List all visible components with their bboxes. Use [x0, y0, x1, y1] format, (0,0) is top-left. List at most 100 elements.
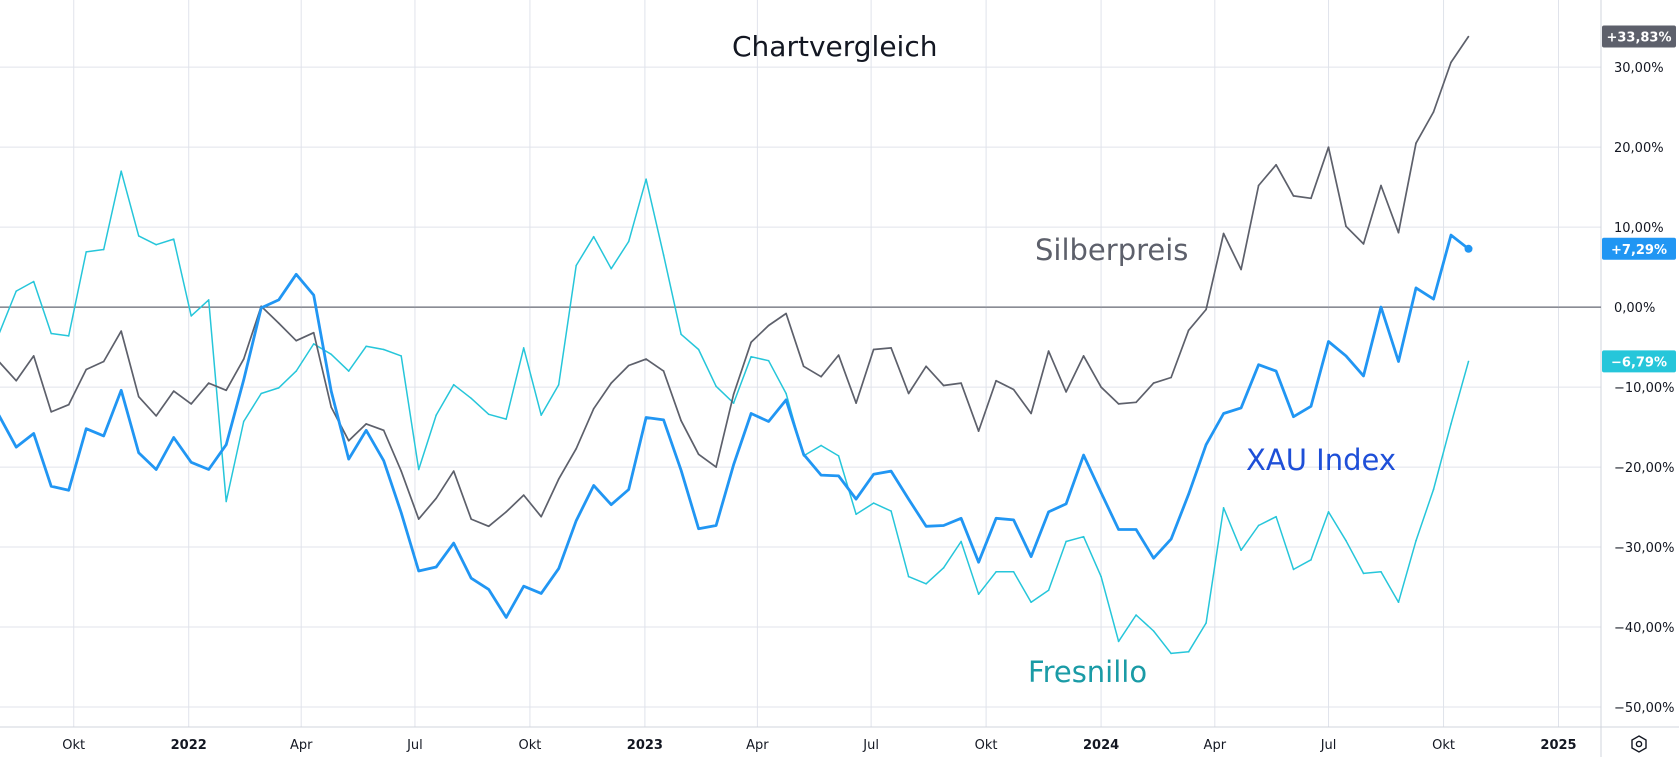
data-point-fresnillo: [120, 170, 123, 172]
data-point-xau-index: [1012, 519, 1015, 521]
data-point-silberpreis: [872, 348, 875, 351]
data-point-fresnillo: [190, 315, 193, 317]
data-point-silberpreis: [400, 470, 402, 472]
data-point-xau-index: [697, 527, 700, 530]
data-point-xau-index: [1170, 538, 1172, 540]
data-point-silberpreis: [330, 406, 332, 408]
data-point-silberpreis: [1187, 329, 1190, 332]
data-point-fresnillo: [207, 299, 210, 301]
data-point-silberpreis: [1170, 376, 1172, 379]
data-point-fresnillo: [540, 414, 542, 416]
data-point-silberpreis: [1345, 225, 1347, 228]
series-line-fresnillo: [0, 170, 1470, 655]
data-point-silberpreis: [172, 390, 175, 392]
data-point-xau-index: [1240, 407, 1242, 409]
data-point-xau-index: [487, 588, 490, 591]
data-point-silberpreis: [575, 447, 577, 450]
data-point-xau-index: [137, 451, 140, 454]
settings-icon[interactable]: [1628, 733, 1650, 755]
data-point-fresnillo: [505, 418, 507, 420]
data-point-xau-index: [120, 389, 123, 392]
data-point-fresnillo: [330, 353, 332, 356]
data-point-fresnillo: [417, 468, 420, 471]
data-point-silberpreis: [750, 341, 752, 344]
data-point-silberpreis: [907, 392, 910, 395]
data-point-fresnillo: [1187, 651, 1190, 653]
data-point-xau-index: [1047, 511, 1050, 513]
data-point-xau-index: [470, 577, 472, 580]
data-point-fresnillo: [872, 502, 875, 504]
series-label-silberpreis: Silberpreis: [1035, 233, 1189, 267]
data-point-xau-index: [1082, 454, 1085, 456]
data-point-xau-index: [960, 517, 962, 520]
data-point-silberpreis: [1380, 184, 1382, 187]
y-tick-label: −10,00%: [1614, 381, 1674, 396]
x-tick-label: Apr: [746, 738, 769, 753]
data-point-xau-index: [785, 399, 787, 401]
data-point-xau-index: [365, 429, 367, 432]
data-point-silberpreis: [977, 430, 980, 432]
data-point-silberpreis: [802, 365, 805, 368]
data-point-fresnillo: [470, 397, 472, 400]
data-point-xau-index: [715, 524, 717, 527]
data-point-xau-index: [1117, 528, 1120, 531]
data-point-fresnillo: [1082, 535, 1085, 538]
data-point-silberpreis: [1467, 35, 1470, 38]
data-point-fresnillo: [1345, 539, 1347, 542]
data-point-silberpreis: [15, 379, 18, 382]
y-tick-label: 20,00%: [1614, 141, 1664, 156]
data-point-xau-index: [802, 453, 805, 456]
data-point-fresnillo: [1257, 524, 1260, 527]
data-point-xau-index: [225, 443, 228, 446]
data-point-fresnillo: [1222, 507, 1225, 509]
data-point-silberpreis: [1450, 61, 1452, 64]
data-point-fresnillo: [1415, 539, 1417, 542]
data-point-silberpreis: [102, 360, 105, 363]
data-point-silberpreis: [1205, 308, 1207, 311]
data-point-xau-index: [172, 436, 175, 439]
last-value-label-xau-index: +7,29%: [1611, 243, 1667, 258]
data-point-silberpreis: [1012, 388, 1015, 391]
data-point-xau-index: [260, 307, 263, 309]
data-point-fresnillo: [732, 402, 735, 404]
data-point-silberpreis: [732, 393, 735, 396]
data-point-silberpreis: [697, 453, 700, 456]
chart-title: Chartvergleich: [732, 30, 938, 63]
data-point-fresnillo: [1047, 589, 1050, 592]
data-point-fresnillo: [137, 235, 140, 237]
data-point-xau-index: [1432, 298, 1435, 300]
x-tick-label: Apr: [1204, 738, 1227, 753]
data-point-xau-index: [102, 435, 105, 437]
data-point-fresnillo: [85, 251, 88, 253]
data-point-silberpreis: [50, 411, 53, 413]
data-point-fresnillo: [680, 333, 682, 336]
x-tick-label: Okt: [62, 738, 85, 753]
data-point-fresnillo: [382, 348, 385, 351]
data-point-xau-index: [1450, 234, 1452, 236]
data-point-xau-index: [382, 459, 385, 462]
data-point-xau-index: [50, 485, 53, 488]
data-point-fresnillo: [715, 385, 717, 388]
data-point-silberpreis: [1240, 268, 1242, 271]
data-point-xau-index: [820, 474, 822, 476]
data-point-fresnillo: [452, 383, 455, 386]
data-point-fresnillo: [487, 413, 490, 416]
data-point-fresnillo: [1100, 575, 1102, 578]
data-point-fresnillo: [767, 359, 770, 362]
data-point-fresnillo: [977, 593, 980, 596]
data-point-silberpreis: [680, 419, 682, 422]
data-point-silberpreis: [1415, 142, 1417, 144]
data-point-xau-index: [417, 570, 420, 572]
data-point-fresnillo: [1327, 511, 1330, 513]
data-point-silberpreis: [1432, 111, 1435, 113]
data-point-xau-index: [1345, 355, 1347, 357]
data-point-xau-index: [1030, 555, 1032, 558]
y-tick-label: 10,00%: [1614, 221, 1664, 236]
data-point-fresnillo: [750, 355, 752, 358]
data-point-fresnillo: [1397, 601, 1400, 604]
data-point-xau-index: [1327, 340, 1330, 343]
data-point-xau-index: [207, 468, 210, 471]
last-value-label-silberpreis: +33,83%: [1606, 31, 1671, 46]
x-tick-label: Jul: [406, 738, 423, 753]
data-point-silberpreis: [557, 478, 560, 480]
